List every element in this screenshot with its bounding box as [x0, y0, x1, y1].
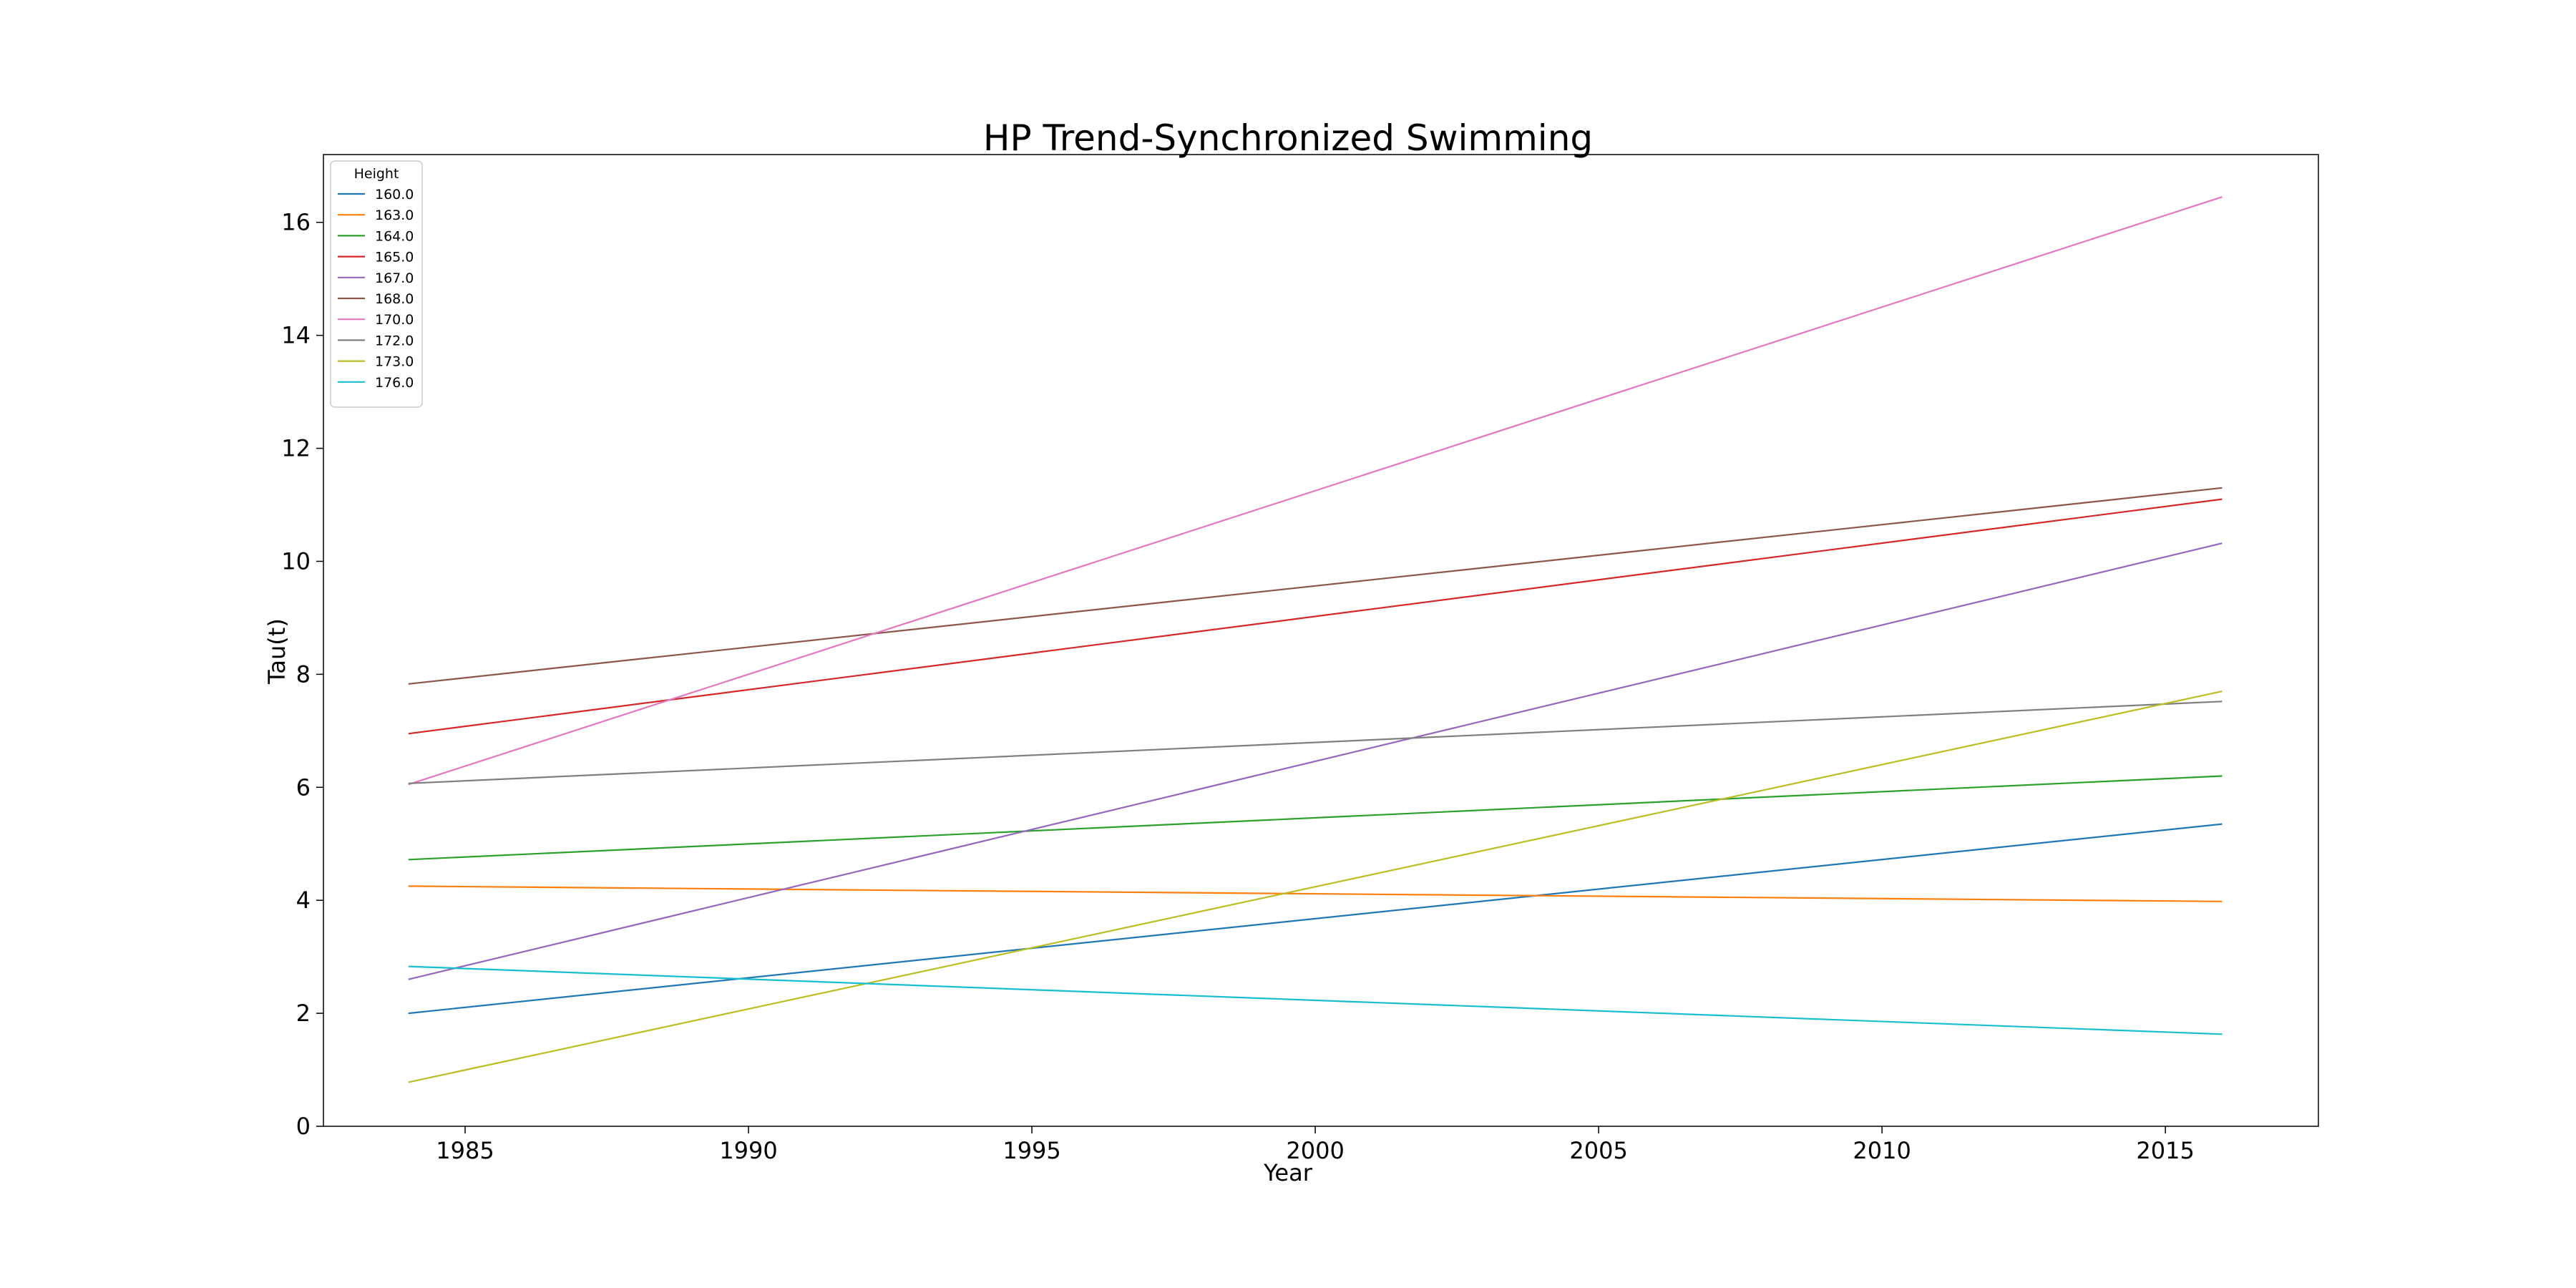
legend-label-165.0: 165.0 — [375, 250, 414, 265]
y-tick-label: 4 — [296, 887, 311, 914]
series-line-164.0 — [408, 775, 2223, 861]
series-line-172.0 — [408, 701, 2223, 784]
series-line-168.0 — [408, 487, 2223, 685]
legend-label-170.0: 170.0 — [375, 312, 414, 328]
y-tick-label: 0 — [296, 1113, 311, 1140]
legend-label-168.0: 168.0 — [375, 291, 414, 307]
legend-label-176.0: 176.0 — [375, 375, 414, 391]
y-tick-label: 6 — [296, 774, 311, 801]
series-line-160.0 — [408, 823, 2223, 1015]
x-tick-label: 1990 — [719, 1137, 777, 1164]
x-tick-label: 1985 — [436, 1137, 494, 1164]
plot-frame — [323, 154, 2319, 1127]
legend-label-172.0: 172.0 — [375, 333, 414, 348]
y-tick-label: 8 — [296, 660, 311, 688]
legend-label-163.0: 163.0 — [375, 208, 414, 223]
legend-label-160.0: 160.0 — [375, 187, 414, 203]
y-tick-label: 12 — [281, 435, 311, 462]
y-tick-label: 10 — [281, 547, 311, 575]
x-tick-label: 2015 — [2136, 1137, 2194, 1164]
x-tick-label: 2005 — [1569, 1137, 1627, 1164]
y-tick-label: 2 — [296, 1000, 311, 1027]
series-line-173.0 — [408, 691, 2223, 1083]
y-axis-label: Tau(t) — [263, 618, 291, 685]
y-tick-label: 16 — [281, 209, 311, 236]
series-line-167.0 — [408, 542, 2223, 980]
series-line-176.0 — [408, 965, 2223, 1035]
plot-area — [408, 196, 2223, 1083]
legend-label-164.0: 164.0 — [375, 228, 414, 244]
chart-title: HP Trend-Synchronized Swimming — [983, 117, 1593, 159]
x-axis: 1985 1990 1995 2000 2005 2010 2015 — [436, 1126, 2195, 1164]
y-axis: 0 2 4 6 8 10 12 14 16 — [281, 209, 323, 1140]
series-line-170.0 — [408, 196, 2223, 786]
legend-box — [330, 160, 423, 408]
legend: Height 160.0 163.0 164.0 165.0 167.0 168.0 170.… — [330, 160, 423, 408]
x-tick-label: 1995 — [1002, 1137, 1060, 1164]
series-line-165.0 — [408, 498, 2223, 735]
legend-label-173.0: 173.0 — [375, 354, 414, 370]
legend-title: Height — [354, 166, 399, 182]
x-tick-label: 2010 — [1853, 1137, 1911, 1164]
x-tick-label: 2000 — [1286, 1137, 1344, 1164]
series-line-163.0 — [408, 885, 2223, 902]
legend-label-167.0: 167.0 — [375, 270, 414, 286]
x-axis-label: Year — [1263, 1159, 1313, 1186]
y-tick-label: 14 — [281, 322, 311, 349]
